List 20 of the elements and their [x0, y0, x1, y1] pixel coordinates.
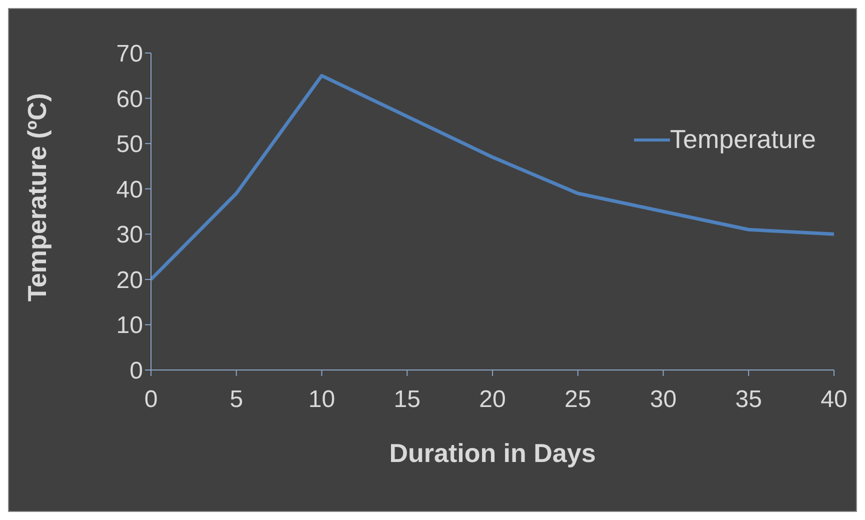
y-tick-label: 20	[116, 266, 143, 294]
x-tick-label: 40	[820, 386, 848, 414]
y-axis-title: Temperature (ºC)	[22, 93, 52, 302]
legend-label: Temperature	[670, 124, 816, 155]
y-tick-label: 0	[130, 358, 143, 385]
x-tick-label: 35	[735, 386, 762, 414]
x-tick-label: 15	[394, 386, 420, 414]
x-tick-label: 10	[308, 386, 336, 414]
y-tick-label: 30	[116, 222, 143, 249]
y-tick-label: 50	[116, 131, 143, 158]
x-tick-label: 25	[564, 386, 592, 414]
y-tick-label: 70	[116, 40, 143, 68]
y-tick-label: 10	[116, 312, 143, 340]
x-tick-label: 5	[230, 386, 244, 414]
y-tick-label: 40	[116, 176, 143, 204]
x-axis-title: Duration in Days	[389, 438, 596, 468]
y-tick-label: 60	[116, 86, 143, 113]
x-tick-label: 20	[479, 386, 506, 414]
line-series	[151, 74, 834, 282]
x-tick-label: 30	[650, 386, 677, 414]
